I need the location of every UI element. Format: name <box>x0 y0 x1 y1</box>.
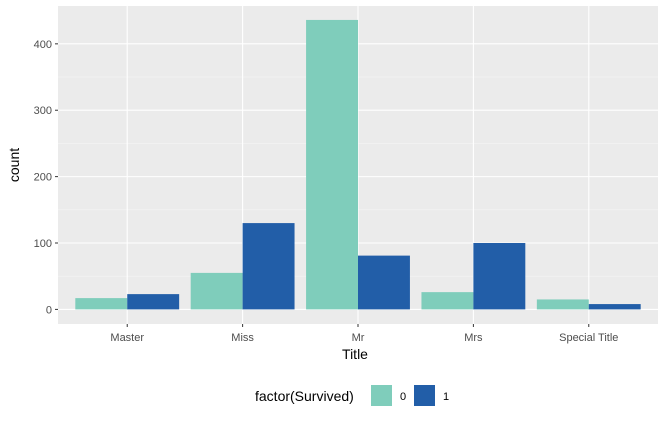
legend-label: 0 <box>400 391 406 403</box>
bar <box>242 223 295 310</box>
x-tick-label: Miss <box>231 332 254 344</box>
bar <box>536 299 589 310</box>
y-tick-label: 200 <box>34 172 52 184</box>
y-axis: 0 100 200 300 400 <box>34 39 58 316</box>
bar <box>190 272 243 310</box>
legend: factor(Survived) 0 1 <box>255 385 449 406</box>
y-tick-label: 400 <box>34 39 52 51</box>
y-tick-label: 300 <box>34 105 52 117</box>
x-tick-label: Mrs <box>464 332 483 344</box>
bar <box>127 294 180 310</box>
y-tick-label: 0 <box>46 304 52 316</box>
y-tick-label: 100 <box>34 238 52 250</box>
x-tick-label: Special Title <box>559 332 618 344</box>
bars <box>75 19 641 310</box>
legend-key <box>371 385 392 406</box>
legend-title: factor(Survived) <box>255 388 354 404</box>
legend-label: 1 <box>443 391 449 403</box>
x-axis: Master Miss Mr Mrs Special Title <box>110 324 618 344</box>
bar <box>358 255 410 310</box>
legend-key <box>414 385 435 406</box>
bar <box>421 292 474 310</box>
x-tick-label: Mr <box>352 332 365 344</box>
bar <box>306 19 358 310</box>
bar <box>473 243 526 310</box>
y-axis-title: count <box>6 148 22 182</box>
x-axis-title: Title <box>342 346 368 362</box>
x-tick-label: Master <box>110 332 144 344</box>
bar <box>75 298 128 310</box>
bar <box>588 304 641 310</box>
